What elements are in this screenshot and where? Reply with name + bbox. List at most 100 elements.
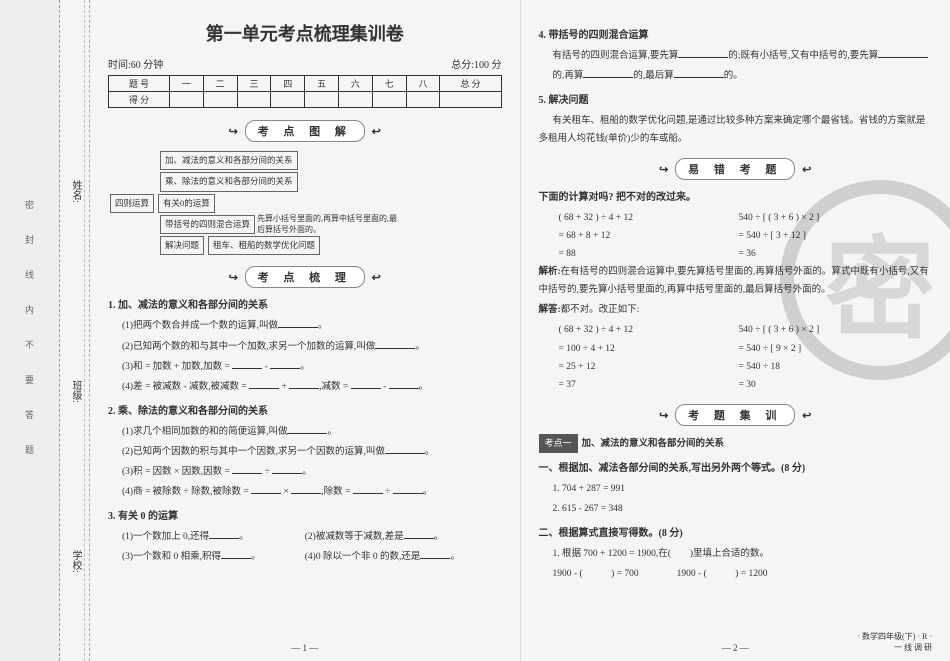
cell[interactable] [440, 92, 501, 108]
diagram-note: 先算小括号里面的,再算中括号里面的,最后算括号外面的。 [257, 214, 397, 235]
blank[interactable] [375, 339, 415, 349]
blank[interactable] [289, 379, 319, 389]
text: (3)一个数和 0 相乘,积得 [122, 552, 221, 562]
text: 1. 704 + 287 = 991 [553, 484, 625, 494]
blank[interactable] [287, 424, 327, 434]
page-left: 第一单元考点梳理集训卷 时间:60 分钟 总分:100 分 题 号 一 二 三 … [90, 0, 521, 661]
cell[interactable] [271, 92, 305, 108]
diagram-node: 解决问题 [160, 236, 204, 255]
calc-block-a: ( 68 + 32 ) ÷ 4 + 12540 ÷ [ ( 3 + 6 ) × … [559, 209, 933, 263]
text: (1)求几个相同加数的和的简便运算,叫做 [122, 427, 287, 437]
cell: 题 号 [109, 76, 170, 92]
badge-yicuo: ↪ 易 错 考 题 ↩ [539, 158, 933, 180]
blank[interactable] [209, 529, 239, 539]
binding-text: 密 封 线 内 不 要 答 题 [23, 200, 36, 462]
badge-text: 考 点 图 解 [245, 120, 365, 142]
page-spread: 密 封 线 内 不 要 答 题 姓名: 班级: 学校: 第一单元考点梳理集训卷 … [0, 0, 950, 661]
blank[interactable] [389, 379, 419, 389]
heading: 2. 乘、除法的意义和各部分间的关系 [108, 402, 502, 421]
diagram-node: 加、减法的意义和各部分间的关系 [160, 151, 298, 170]
heading: 1. 加、减法的意义和各部分间的关系 [108, 296, 502, 315]
expr: = 100 ÷ 4 + 12 [559, 340, 739, 358]
text: 1900 - ( ) = 700 1900 - ( ) = 1200 [553, 569, 768, 579]
footer-line: · 数学四年级(下) · R · [857, 632, 932, 642]
concept-diagram: 加、减法的意义和各部分间的关系 乘、除法的意义和各部分间的关系 四则运算 有关0… [108, 150, 502, 256]
cell[interactable] [169, 92, 203, 108]
badge-text: 考 点 梳 理 [245, 266, 365, 288]
blank[interactable] [232, 359, 262, 369]
arrow-icon: ↪ [655, 163, 672, 176]
label-name: 姓名: [68, 180, 83, 203]
question: 一、根据加、减法各部分间的关系,写出另外两个等式。(8 分) [539, 459, 933, 478]
blank[interactable] [232, 464, 262, 474]
blank[interactable] [291, 484, 321, 494]
cell: 一 [169, 76, 203, 92]
text: (4)差 = 被减数 - 减数,被减数 = [122, 382, 249, 392]
blank[interactable] [404, 529, 434, 539]
text: (2)已知两个数的和与其中一个加数,求另一个加数的运算,叫做 [122, 342, 375, 352]
diagram-root: 四则运算 [110, 194, 154, 213]
text: 2. 615 - 267 = 348 [553, 504, 623, 514]
page-number: — 1 — [90, 643, 520, 653]
score-table: 题 号 一 二 三 四 五 六 七 八 总 分 得 分 [108, 75, 502, 108]
expr: 540 ÷ [ ( 3 + 6 ) × 2 ] [739, 209, 933, 227]
calc-block-b: ( 68 + 32 ) ÷ 4 + 12540 ÷ [ ( 3 + 6 ) × … [559, 321, 933, 393]
page-right: 4. 带括号的四则混合运算 有括号的四则混合运算,要先算的;既有小括号,又有中括… [521, 0, 950, 661]
blank[interactable] [583, 68, 633, 78]
blank[interactable] [420, 549, 450, 559]
badge-kaoti: ↪ 考 题 集 训 ↩ [539, 404, 933, 426]
text: (1)一个数加上 0,还得 [122, 532, 209, 542]
arrow-icon: ↩ [798, 409, 815, 422]
blank[interactable] [878, 48, 928, 58]
topic-tag: 考点一 [539, 434, 578, 453]
blank[interactable] [351, 379, 381, 389]
blank[interactable] [270, 359, 300, 369]
blank[interactable] [393, 484, 423, 494]
arrow-icon: ↩ [798, 163, 815, 176]
blank[interactable] [221, 549, 251, 559]
cell[interactable] [237, 92, 271, 108]
text: 在有括号的四则混合运算中,要先算括号里面的,再算括号外面的。算式中既有小括号,又… [539, 267, 929, 295]
blank[interactable] [251, 484, 281, 494]
text: (3)和 = 加数 + 加数,加数 = [122, 362, 232, 372]
arrow-icon: ↩ [368, 125, 385, 138]
blank[interactable] [385, 444, 425, 454]
blank[interactable] [249, 379, 279, 389]
expr: 540 ÷ [ ( 3 + 6 ) × 2 ] [739, 321, 933, 339]
blank[interactable] [272, 464, 302, 474]
badge-tujie: ↪ 考 点 图 解 ↩ [108, 120, 502, 142]
badge-text: 考 题 集 训 [675, 404, 795, 426]
cell[interactable] [305, 92, 339, 108]
cell[interactable] [339, 92, 373, 108]
text: 都不对。改正如下: [561, 305, 640, 315]
expr: = 88 [559, 245, 739, 263]
diagram-note: 租车、租船的数学优化问题 [208, 236, 320, 255]
blank[interactable] [353, 484, 383, 494]
text: (1)把两个数合并成一个数的运算,叫做 [122, 321, 278, 331]
question: 二、根据算式直接写得数。(8 分) [539, 524, 933, 543]
dotted-line [84, 0, 85, 661]
blank[interactable] [678, 48, 728, 58]
blank[interactable] [278, 318, 318, 328]
cell: 八 [406, 76, 440, 92]
cell: 总 分 [440, 76, 501, 92]
label-class: 班级: [68, 380, 83, 403]
cell[interactable] [203, 92, 237, 108]
meta-row: 时间:60 分钟 总分:100 分 [108, 56, 502, 71]
cell: 六 [339, 76, 373, 92]
cell[interactable] [406, 92, 440, 108]
cell[interactable] [372, 92, 406, 108]
arrow-icon: ↪ [225, 271, 242, 284]
blank[interactable] [674, 68, 724, 78]
footer-line: 一 线 调 研 [857, 643, 932, 653]
text: (2)被减数等于减数,差是 [305, 532, 404, 542]
binding-margin: 密 封 线 内 不 要 答 题 [0, 0, 60, 661]
expr: = 540 ÷ [ 3 + 12 ] [739, 227, 933, 245]
expr: ( 68 + 32 ) ÷ 4 + 12 [559, 321, 739, 339]
footer: · 数学四年级(下) · R · 一 线 调 研 [857, 632, 932, 653]
diagram-node: 带括号的四则混合运算 [160, 215, 255, 234]
cell: 七 [372, 76, 406, 92]
text: ,减数 = [319, 382, 350, 392]
question: 下面的计算对吗? 把不对的改过来。 [539, 188, 933, 207]
arrow-icon: ↩ [368, 271, 385, 284]
